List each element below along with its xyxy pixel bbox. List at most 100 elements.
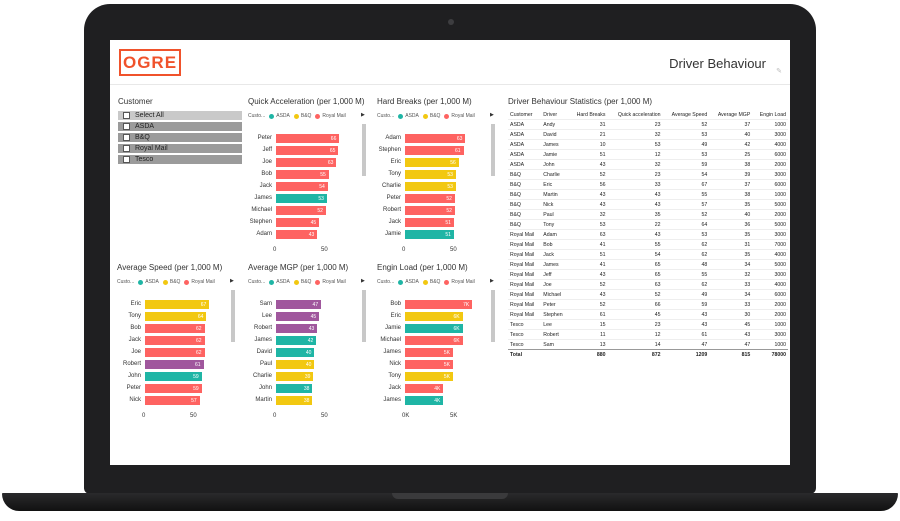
legend-next-arrow[interactable]: ▶ [361, 278, 365, 284]
bar-row[interactable]: Eric 6K [391, 312, 477, 321]
table-row[interactable]: Royal Mail James 41 65 48 34 5000 [508, 259, 788, 270]
bar[interactable]: 66 [276, 134, 340, 143]
bar-row[interactable]: Adam 43 [256, 230, 348, 239]
scrollbar[interactable] [362, 290, 366, 342]
table-row[interactable]: B&Q Tony 53 22 64 36 5000 [508, 219, 788, 230]
bar-row[interactable]: Joe 62 [131, 348, 217, 357]
slicer-item[interactable]: ASDA [118, 122, 242, 131]
bar[interactable]: 62 [145, 336, 205, 345]
bar[interactable]: 55 [276, 170, 329, 179]
checkbox[interactable] [123, 112, 130, 119]
bar[interactable]: 38 [276, 396, 313, 405]
bar-row[interactable]: Bob 55 [261, 170, 348, 179]
bar[interactable]: 51 [405, 230, 454, 239]
bar[interactable]: 57 [145, 396, 200, 405]
bar[interactable]: 63 [405, 134, 466, 143]
legend-item[interactable]: Royal Mail [444, 113, 475, 119]
bar[interactable]: 53 [276, 194, 327, 203]
legend-item[interactable]: B&Q [422, 113, 440, 119]
bar[interactable]: 4K [405, 384, 444, 393]
scrollbar[interactable] [491, 290, 495, 342]
table-row[interactable]: Royal Mail Jeff 43 65 55 32 3000 [508, 269, 788, 280]
legend-item[interactable]: ASDA [398, 279, 419, 285]
bar-row[interactable]: Stephen 61 [379, 146, 477, 155]
table-row[interactable]: B&Q Charlie 52 23 54 39 3000 [508, 169, 788, 180]
bar-row[interactable]: Robert 43 [254, 324, 348, 333]
bar[interactable]: 53 [405, 170, 456, 179]
table-row[interactable]: B&Q Nick 43 43 57 35 5000 [508, 199, 788, 210]
slicer-item[interactable]: Royal Mail [118, 144, 242, 153]
bar-row[interactable]: Martin 38 [255, 396, 348, 405]
table-row[interactable]: ASDA Jamie 51 12 53 25 6000 [508, 149, 788, 160]
bar[interactable]: 45 [276, 312, 320, 321]
checkbox[interactable] [123, 134, 130, 141]
bar-row[interactable]: Lee 45 [262, 312, 348, 321]
bar[interactable]: 52 [405, 206, 455, 215]
bar-row[interactable]: Peter 66 [258, 134, 348, 143]
bar-row[interactable]: Jamie 51 [385, 230, 477, 239]
bar[interactable]: 47 [276, 300, 322, 309]
bar-row[interactable]: Eric 67 [131, 300, 217, 309]
bar-row[interactable]: Peter 59 [127, 384, 217, 393]
legend-item[interactable]: Royal Mail [315, 279, 346, 285]
bar[interactable]: 51 [405, 218, 454, 227]
scrollbar[interactable] [231, 290, 235, 342]
bar[interactable]: 42 [276, 336, 317, 345]
bar[interactable]: 45 [276, 218, 320, 227]
bar[interactable]: 52 [405, 194, 455, 203]
legend-item[interactable]: ASDA [269, 113, 290, 119]
bar[interactable]: 62 [145, 348, 205, 357]
bar-row[interactable]: Stephen 45 [250, 218, 348, 227]
bar[interactable]: 52 [276, 206, 326, 215]
bar-row[interactable]: Jack 54 [260, 182, 348, 191]
column-header[interactable]: Average Speed [671, 111, 708, 118]
bar[interactable]: 5K [405, 372, 453, 381]
bar[interactable]: 43 [276, 324, 318, 333]
bar[interactable]: 61 [145, 360, 204, 369]
bar-row[interactable]: Tony 53 [388, 170, 477, 179]
bar-row[interactable]: John 59 [128, 372, 217, 381]
bar[interactable]: 5K [405, 360, 453, 369]
bar[interactable]: 62 [145, 324, 205, 333]
table-row[interactable]: ASDA John 43 32 59 38 2000 [508, 159, 788, 170]
bar-row[interactable]: Peter 52 [387, 194, 477, 203]
bar-row[interactable]: Michael 6K [380, 336, 477, 345]
bar-row[interactable]: Robert 61 [123, 360, 217, 369]
column-header[interactable]: Quick acceleration [617, 111, 661, 118]
legend-next-arrow[interactable]: ▶ [490, 112, 494, 118]
pin-icon[interactable]: ✎ [776, 68, 782, 75]
bar-row[interactable]: James 5K [383, 348, 477, 357]
bar[interactable]: 5K [405, 348, 453, 357]
checkbox[interactable] [123, 123, 130, 130]
bar-row[interactable]: Jack 4K [389, 384, 477, 393]
bar-row[interactable]: Joe 63 [262, 158, 348, 167]
bar-row[interactable]: Michael 52 [251, 206, 348, 215]
bar-row[interactable]: Robert 52 [383, 206, 477, 215]
slicer-item[interactable]: Select All [118, 111, 242, 120]
legend-next-arrow[interactable]: ▶ [361, 112, 365, 118]
bar-row[interactable]: Jack 62 [129, 336, 217, 345]
column-header[interactable]: Hard Breaks [576, 111, 606, 118]
bar[interactable]: 7K [405, 300, 473, 309]
table-row[interactable]: Royal Mail Bob 41 55 62 31 7000 [508, 239, 788, 250]
bar[interactable]: 59 [145, 384, 202, 393]
bar[interactable]: 67 [145, 300, 210, 309]
legend-item[interactable]: ASDA [398, 113, 419, 119]
bar[interactable]: 40 [276, 348, 315, 357]
legend-item[interactable]: ASDA [269, 279, 290, 285]
table-row[interactable]: Tesco Sam 13 14 47 47 1000 [508, 339, 788, 350]
table-row[interactable]: B&Q Paul 32 35 52 40 2000 [508, 209, 788, 220]
bar-row[interactable]: Jamie 6K [385, 324, 477, 333]
column-header[interactable]: Engin Load [759, 111, 786, 118]
column-header[interactable]: Driver [543, 111, 558, 118]
legend-item[interactable]: Royal Mail [444, 279, 475, 285]
bar-row[interactable]: James 4K [383, 396, 477, 405]
bar[interactable]: 53 [405, 182, 456, 191]
bar-row[interactable]: Nick 57 [129, 396, 217, 405]
scrollbar[interactable] [362, 124, 366, 176]
slicer-item[interactable]: Tesco [118, 155, 242, 164]
bar-row[interactable]: Charlie 39 [253, 372, 348, 381]
legend-item[interactable]: B&Q [293, 113, 311, 119]
bar-row[interactable]: Jeff 65 [262, 146, 348, 155]
table-row[interactable]: Royal Mail Jack 51 54 62 35 4000 [508, 249, 788, 260]
